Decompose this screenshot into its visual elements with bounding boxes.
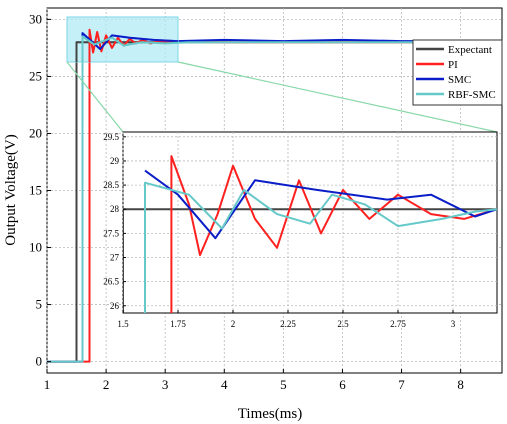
main-series-over-zoom bbox=[75, 28, 178, 62]
main-x-tick-label-3: 3 bbox=[162, 377, 169, 392]
inset-series bbox=[123, 155, 497, 313]
main-x-tick-label-5: 5 bbox=[280, 377, 287, 392]
inset-x-tick-label-2-5: 2.5 bbox=[337, 319, 349, 329]
main-x-tick-label-7: 7 bbox=[398, 377, 405, 392]
main-x-tick-label-6: 6 bbox=[339, 377, 346, 392]
inset-x-tick-label-2-25: 2.25 bbox=[280, 319, 296, 329]
inset-y-tick-label-26: 26 bbox=[110, 301, 120, 311]
legend-label-rbf-smc: RBF-SMC bbox=[448, 89, 496, 101]
inset-series-line-smc bbox=[144, 169, 497, 240]
zoom-series-line-rbf-smc bbox=[81, 35, 178, 62]
main-x-tick-label-2: 2 bbox=[103, 377, 110, 392]
inset-y-tick-label-27-5: 27.5 bbox=[103, 228, 119, 238]
main-ticks: 1 2 3 4 5 6 7 8 0 5 10 15 20 25 30 bbox=[29, 11, 464, 392]
inset-x-tick-label-1-75: 1.75 bbox=[170, 319, 186, 329]
inset-y-tick-label-29: 29 bbox=[110, 156, 120, 166]
inset-y-tick-label-26-5: 26.5 bbox=[103, 277, 119, 287]
main-y-tick-label-15: 15 bbox=[29, 183, 42, 198]
main-y-tick-label-30: 30 bbox=[29, 11, 42, 26]
main-x-tick-label-1: 1 bbox=[44, 377, 51, 392]
main-y-tick-label-5: 5 bbox=[36, 297, 43, 312]
y-axis-label: Output Voltage(V) bbox=[3, 134, 19, 246]
inset-ticks: 1.5 1.75 2 2.25 2.5 2.75 3 26 26.5 27 27.5 28 28.5 29… bbox=[103, 132, 456, 329]
inset-y-tick-label-29-5: 29.5 bbox=[103, 132, 119, 142]
main-y-tick-label-0: 0 bbox=[36, 354, 43, 369]
main-y-tick-label-10: 10 bbox=[29, 240, 42, 255]
inset-series-line-rbf-smc bbox=[144, 181, 497, 313]
zoom-series-line-smc bbox=[81, 32, 178, 62]
inset-x-tick-label-3: 3 bbox=[451, 319, 456, 329]
inset-x-tick-label-2-75: 2.75 bbox=[390, 319, 406, 329]
legend-label-smc: SMC bbox=[448, 74, 471, 86]
legend: Expectant PI SMC RBF-SMC bbox=[412, 39, 503, 106]
main-y-tick-label-20: 20 bbox=[29, 125, 42, 140]
inset-x-tick-label-2: 2 bbox=[231, 319, 236, 329]
legend-label-pi: PI bbox=[448, 59, 458, 71]
main-x-tick-label-8: 8 bbox=[457, 377, 464, 392]
x-axis-label: Times(ms) bbox=[238, 406, 302, 422]
main-y-tick-label-25: 25 bbox=[29, 68, 42, 83]
zoom-connector-right bbox=[177, 61, 498, 133]
legend-label-expectant: Expectant bbox=[448, 44, 492, 56]
inset-y-tick-label-28-5: 28.5 bbox=[103, 180, 119, 190]
inset-x-tick-label-1-5: 1.5 bbox=[117, 319, 129, 329]
inset-y-tick-label-27: 27 bbox=[110, 252, 120, 262]
inset-y-tick-label-28: 28 bbox=[110, 204, 120, 214]
zoom-connector-left bbox=[66, 61, 124, 133]
inset-series-line-pi bbox=[170, 155, 497, 313]
main-x-tick-label-4: 4 bbox=[221, 377, 228, 392]
